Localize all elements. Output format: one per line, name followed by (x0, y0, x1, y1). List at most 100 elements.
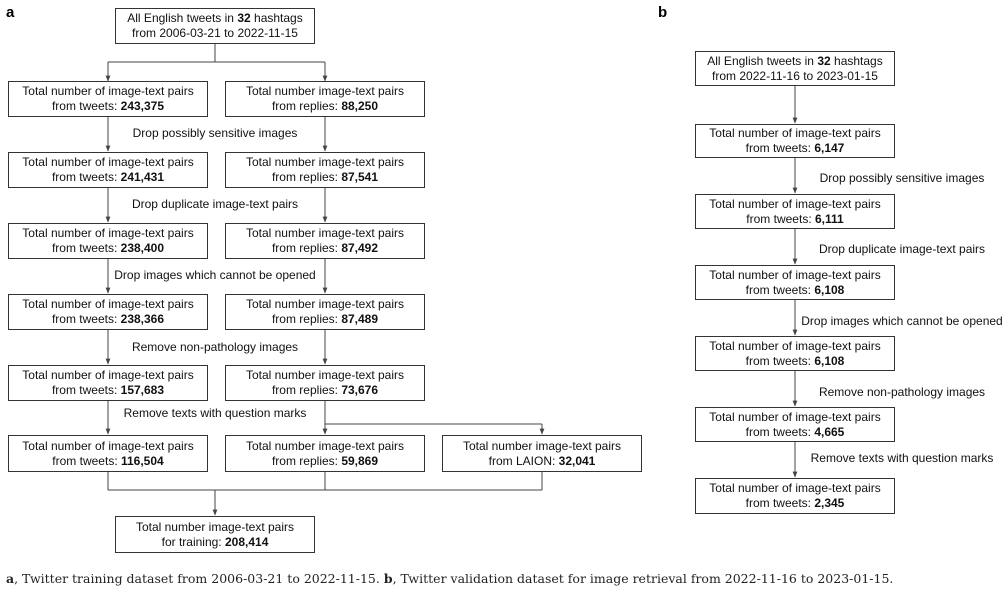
a-tweets-1-line1: Total number of image-text pairs (22, 84, 194, 98)
a-replies-box-5: Total number image-text pairs from repli… (225, 365, 425, 401)
a-tweets-box-1: Total number of image-text pairs from tw… (8, 81, 208, 117)
a-tweets-box-2: Total number of image-text pairs from tw… (8, 152, 208, 188)
a-tweets-1-value: 243,375 (120, 99, 165, 113)
a-step-4-label: Remove non-pathology images (128, 340, 302, 355)
a-tweets-2-line1: Total number of image-text pairs (22, 155, 194, 169)
a-replies-1-value: 88,250 (341, 99, 379, 113)
b-tweets-6-line1: Total number of image-text pairs (709, 481, 881, 495)
a-training-line2: for training: 208,414 (162, 535, 269, 550)
b-tweets-6-value: 2,345 (814, 496, 845, 510)
b-tweets-1-line1: Total number of image-text pairs (709, 126, 881, 140)
a-laion-line2: from LAION: 32,041 (489, 454, 596, 469)
a-training-box: Total number image-text pairs for traini… (115, 516, 315, 553)
a-tweets-3-prefix: from tweets: (51, 241, 121, 255)
b-source-pre: All English tweets in (707, 53, 818, 68)
a-replies-6-line1: Total number image-text pairs (245, 438, 405, 453)
a-laion-value: 32,041 (558, 453, 596, 468)
b-source-box: All English tweets in 32 hashtags from 2… (695, 51, 895, 86)
b-source-post: hashtags (830, 53, 883, 68)
a-step-1-label: Drop possibly sensitive images (129, 126, 301, 141)
a-source-box: All English tweets in 32 hashtags from 2… (115, 8, 315, 44)
caption-b-text: , Twitter validation dataset for image r… (392, 571, 894, 586)
b-tweets-4-line2: from tweets: 6,108 (746, 354, 845, 369)
a-source-post: hashtags (250, 11, 303, 25)
a-replies-4-prefix: from replies: (271, 312, 342, 326)
b-tweets-3-line1: Total number of image-text pairs (709, 267, 881, 282)
a-replies-4-value: 87,489 (341, 312, 379, 326)
a-replies-box-3: Total number image-text pairs from repli… (225, 223, 425, 259)
a-tweets-3-line2: from tweets: 238,400 (52, 241, 164, 256)
a-tweets-2-prefix: from tweets: (51, 170, 121, 184)
b-tweets-6-line2: from tweets: 2,345 (746, 496, 845, 511)
a-laion-prefix: from LAION: (488, 453, 559, 468)
b-tweets-1-value: 6,147 (814, 141, 845, 155)
a-replies-3-value: 87,492 (341, 241, 379, 255)
figure-caption: a, Twitter training dataset from 2006-03… (6, 571, 893, 586)
a-replies-box-2: Total number image-text pairs from repli… (225, 152, 425, 188)
a-replies-2-line1: Total number image-text pairs (245, 155, 405, 169)
b-step-2-label: Drop duplicate image-text pairs (815, 242, 989, 257)
a-tweets-6-prefix: from tweets: (52, 453, 121, 468)
b-tweets-5-line1: Total number of image-text pairs (709, 409, 881, 424)
a-replies-box-1: Total number image-text pairs from repli… (225, 81, 425, 117)
b-tweets-box-3: Total number of image-text pairs from tw… (695, 265, 895, 300)
a-replies-5-line2: from replies: 73,676 (272, 383, 378, 398)
a-source-line2: from 2006-03-21 to 2022-11-15 (132, 26, 298, 40)
a-laion-box: Total number image-text pairs from LAION… (442, 435, 642, 472)
a-replies-5-value: 73,676 (341, 383, 379, 397)
panel-label-b: b (658, 4, 668, 21)
a-training-line1: Total number image-text pairs (135, 519, 295, 534)
b-tweets-2-line1: Total number of image-text pairs (709, 196, 881, 211)
a-replies-3-line1: Total number image-text pairs (245, 226, 405, 240)
a-replies-4-line2: from replies: 87,489 (272, 312, 378, 327)
caption-a-label: a (6, 571, 15, 586)
a-tweets-2-line2: from tweets: 241,431 (52, 170, 164, 185)
a-training-prefix: for training: (161, 534, 225, 549)
b-step-3-label: Drop images which cannot be opened (798, 314, 1006, 329)
a-tweets-5-prefix: from tweets: (51, 383, 121, 397)
a-tweets-4-line2: from tweets: 238,366 (52, 312, 164, 327)
b-tweets-3-value: 6,108 (814, 282, 845, 297)
a-replies-6-value: 59,869 (341, 453, 379, 468)
b-tweets-4-prefix: from tweets: (745, 353, 815, 368)
a-tweets-5-value: 157,683 (120, 383, 165, 397)
b-tweets-box-4: Total number of image-text pairs from tw… (695, 336, 895, 371)
a-tweets-box-3: Total number of image-text pairs from tw… (8, 223, 208, 259)
b-tweets-2-line2: from tweets: 6,111 (746, 212, 843, 227)
a-tweets-2-value: 241,431 (120, 170, 165, 184)
a-replies-box-4: Total number image-text pairs from repli… (225, 294, 425, 330)
b-tweets-5-value: 4,665 (814, 424, 845, 439)
b-step-1-label: Drop possibly sensitive images (816, 171, 988, 186)
a-tweets-1-prefix: from tweets: (51, 99, 121, 113)
a-tweets-box-4: Total number of image-text pairs from tw… (8, 294, 208, 330)
b-tweets-2-prefix: from tweets: (746, 211, 815, 226)
a-source-pre: All English tweets in (127, 11, 238, 25)
a-step-2-label: Drop duplicate image-text pairs (128, 197, 302, 212)
a-tweets-5-line1: Total number of image-text pairs (22, 368, 194, 382)
a-replies-5-line1: Total number image-text pairs (245, 368, 405, 382)
a-tweets-box-5: Total number of image-text pairs from tw… (8, 365, 208, 401)
a-tweets-3-line1: Total number of image-text pairs (22, 226, 194, 240)
b-source-hashtag-count: 32 (817, 53, 831, 68)
a-replies-1-prefix: from replies: (271, 99, 342, 113)
b-tweets-4-value: 6,108 (814, 353, 845, 368)
a-tweets-6-line1: Total number of image-text pairs (22, 438, 194, 453)
a-replies-5-prefix: from replies: (271, 383, 342, 397)
b-tweets-box-2: Total number of image-text pairs from tw… (695, 194, 895, 229)
a-source-line1: All English tweets in 32 hashtags (127, 11, 302, 26)
a-replies-6-line2: from replies: 59,869 (272, 454, 378, 469)
panel-label-a: a (6, 4, 15, 21)
a-tweets-6-line2: from tweets: 116,504 (52, 454, 163, 469)
b-tweets-box-5: Total number of image-text pairs from tw… (695, 407, 895, 442)
b-tweets-1-line2: from tweets: 6,147 (746, 141, 845, 156)
a-training-value: 208,414 (224, 534, 269, 549)
a-laion-line1: Total number image-text pairs (462, 438, 622, 453)
a-replies-2-value: 87,541 (341, 170, 379, 184)
b-source-line2: from 2022-11-16 to 2023-01-15 (712, 68, 878, 83)
a-replies-1-line2: from replies: 88,250 (272, 99, 378, 114)
b-tweets-6-prefix: from tweets: (745, 496, 815, 510)
a-tweets-4-line1: Total number of image-text pairs (22, 297, 194, 311)
caption-a-text: , Twitter training dataset from 2006-03-… (14, 571, 384, 586)
a-replies-4-line1: Total number image-text pairs (245, 297, 405, 311)
a-replies-1-line1: Total number image-text pairs (245, 84, 405, 98)
